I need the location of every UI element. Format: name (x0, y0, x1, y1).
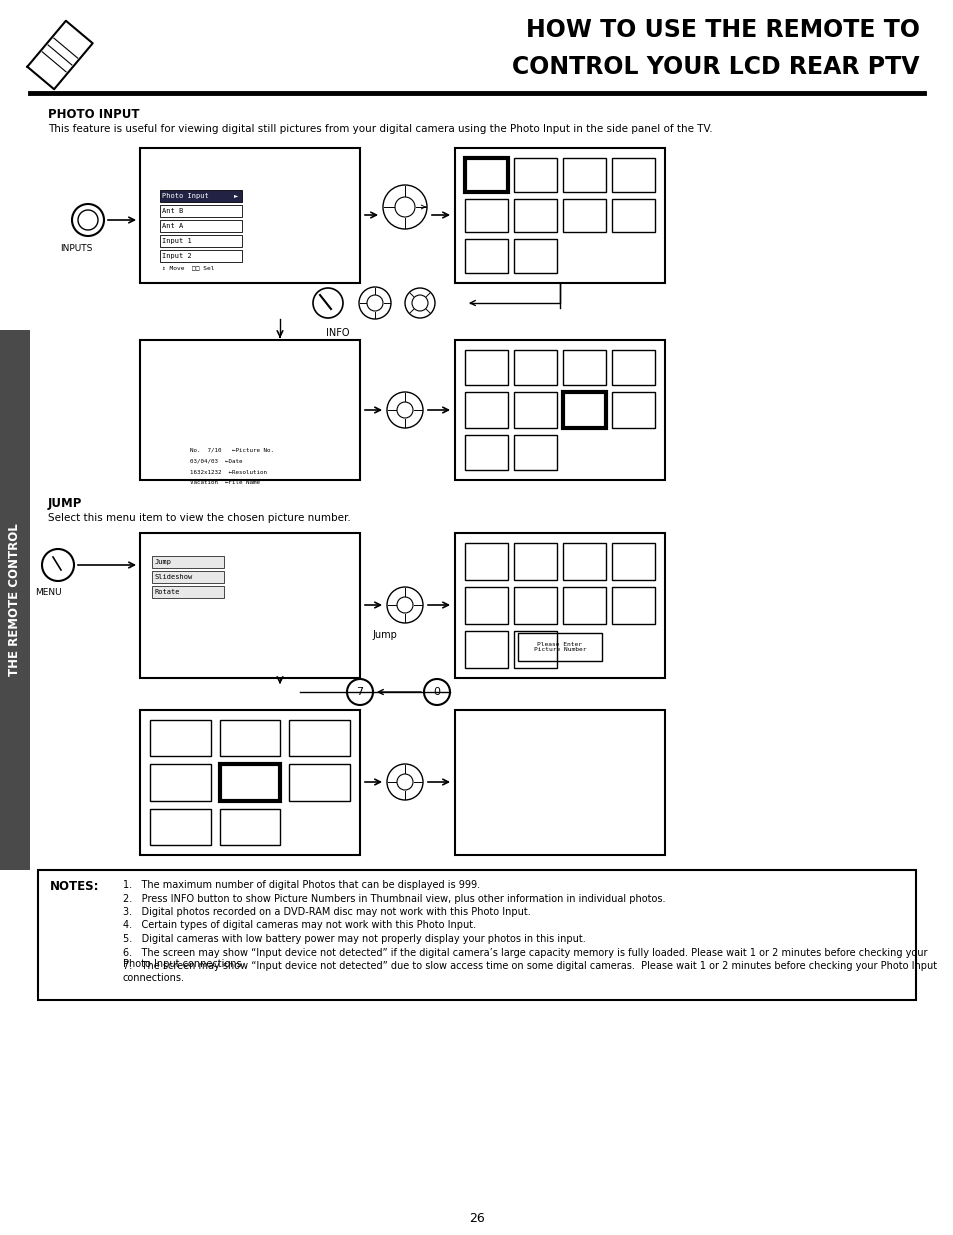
Text: Vacation  ←File Name: Vacation ←File Name (190, 480, 260, 485)
Text: Input 2: Input 2 (162, 253, 192, 259)
Text: INPUTS: INPUTS (60, 245, 92, 253)
Text: ►: ► (233, 194, 238, 199)
Text: HOW TO USE THE REMOTE TO: HOW TO USE THE REMOTE TO (525, 19, 919, 42)
Text: 3.   Digital photos recorded on a DVD-RAM disc may not work with this Photo Inpu: 3. Digital photos recorded on a DVD-RAM … (123, 906, 530, 918)
Text: Ant A: Ant A (162, 224, 183, 228)
Bar (514, 199, 557, 232)
Text: INFO: INFO (326, 329, 350, 338)
Bar (140, 148, 359, 283)
Bar (140, 534, 359, 678)
Text: 0: 0 (433, 687, 440, 697)
Bar (612, 158, 655, 191)
Bar (514, 240, 557, 273)
Bar (219, 809, 280, 845)
Text: 2.   Press INFO button to show Picture Numbers in Thumbnail view, plus other inf: 2. Press INFO button to show Picture Num… (123, 893, 665, 904)
Bar (455, 534, 664, 678)
Text: 26: 26 (469, 1212, 484, 1224)
Bar (514, 543, 557, 580)
Text: 1632x1232  ←Resolution: 1632x1232 ←Resolution (190, 469, 267, 474)
Text: Jump: Jump (154, 559, 172, 564)
Bar (464, 158, 507, 191)
Bar (517, 634, 601, 661)
Text: 5.   Digital cameras with low battery power may not properly display your photos: 5. Digital cameras with low battery powe… (123, 934, 585, 944)
Text: JUMP: JUMP (48, 496, 82, 510)
Bar (160, 190, 242, 203)
Bar (464, 631, 507, 668)
Bar (464, 240, 507, 273)
Text: No.  7/10   ←Picture No.: No. 7/10 ←Picture No. (190, 447, 274, 452)
Bar (455, 710, 664, 855)
Bar (455, 148, 664, 283)
Bar (464, 350, 507, 385)
Bar (152, 556, 224, 568)
Text: Input 1: Input 1 (162, 238, 192, 245)
Bar (562, 158, 605, 191)
Bar (562, 543, 605, 580)
Bar (562, 587, 605, 624)
Text: 1.   The maximum number of digital Photos that can be displayed is 999.: 1. The maximum number of digital Photos … (123, 881, 479, 890)
Text: NOTES:: NOTES: (50, 881, 99, 893)
Bar (0, 330, 30, 869)
Bar (464, 393, 507, 427)
Bar (140, 340, 359, 480)
Bar (464, 199, 507, 232)
Bar (464, 587, 507, 624)
Text: Slideshow: Slideshow (154, 574, 193, 580)
Bar (160, 235, 242, 247)
Bar (464, 435, 507, 471)
Text: Jump: Jump (373, 630, 397, 640)
Text: MENU: MENU (34, 588, 61, 597)
Text: Rotate: Rotate (154, 589, 180, 595)
Bar (464, 543, 507, 580)
Bar (514, 158, 557, 191)
Text: This feature is useful for viewing digital still pictures from your digital came: This feature is useful for viewing digit… (48, 124, 712, 135)
Bar (289, 720, 350, 756)
Text: 4.   Certain types of digital cameras may not work with this Photo Input.: 4. Certain types of digital cameras may … (123, 920, 476, 930)
Text: Please Enter
Picture Number: Please Enter Picture Number (533, 642, 586, 652)
Text: Photo Input: Photo Input (162, 193, 209, 199)
Bar (562, 393, 605, 427)
Bar (612, 587, 655, 624)
Bar (150, 809, 211, 845)
Bar (38, 869, 915, 1000)
Text: Ant B: Ant B (162, 207, 183, 214)
Bar (150, 720, 211, 756)
Bar (219, 764, 280, 800)
Text: 7.   The screen may show “Input device not detected” due to slow access time on : 7. The screen may show “Input device not… (123, 961, 936, 983)
Text: PHOTO INPUT: PHOTO INPUT (48, 107, 139, 121)
Bar (562, 199, 605, 232)
Text: ↕ Move  □□ Sel: ↕ Move □□ Sel (162, 266, 214, 270)
Bar (612, 199, 655, 232)
Text: 03/04/03  ←Date: 03/04/03 ←Date (190, 458, 242, 463)
Circle shape (347, 679, 373, 705)
Bar (612, 350, 655, 385)
Text: THE REMOTE CONTROL: THE REMOTE CONTROL (9, 524, 22, 677)
Bar (160, 249, 242, 262)
Text: 7: 7 (356, 687, 363, 697)
Text: CONTROL YOUR LCD REAR PTV: CONTROL YOUR LCD REAR PTV (512, 56, 919, 79)
Bar (152, 585, 224, 598)
Bar (514, 587, 557, 624)
Bar (514, 631, 557, 668)
Text: Select this menu item to view the chosen picture number.: Select this menu item to view the chosen… (48, 513, 351, 522)
Circle shape (423, 679, 450, 705)
Bar (612, 543, 655, 580)
Bar (612, 393, 655, 427)
Bar (514, 435, 557, 471)
Bar (514, 350, 557, 385)
Bar (160, 220, 242, 232)
Bar (152, 571, 224, 583)
Bar (455, 340, 664, 480)
Text: 6.   The screen may show “Input device not detected” if the digital camera’s lar: 6. The screen may show “Input device not… (123, 947, 926, 969)
Bar (289, 764, 350, 800)
Bar (150, 764, 211, 800)
Bar (219, 720, 280, 756)
Bar (160, 205, 242, 217)
Bar (514, 393, 557, 427)
Bar (562, 350, 605, 385)
Bar (140, 710, 359, 855)
